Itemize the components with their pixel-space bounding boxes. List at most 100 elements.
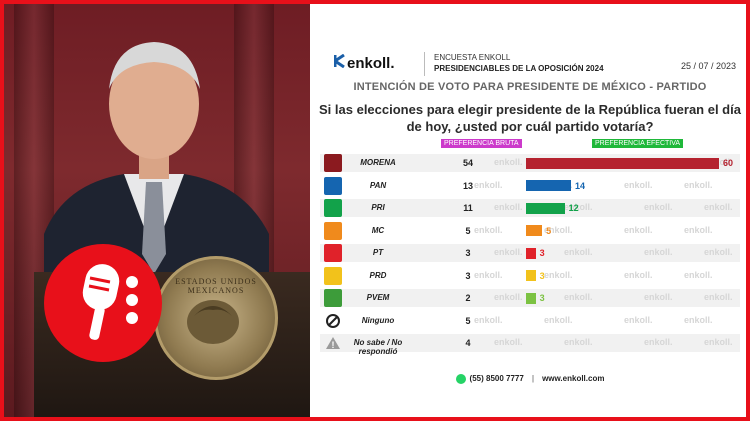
survey-date: 25 / 07 / 2023 — [680, 61, 736, 71]
bruta-value-label: 54 — [462, 158, 473, 168]
watermark-text: enkoll. — [564, 292, 593, 302]
watermark-text: enkoll. — [644, 247, 673, 257]
watermark-text: enkoll. — [624, 179, 653, 190]
watermark-text: enkoll. — [544, 314, 573, 325]
watermark-text: enkoll. — [684, 224, 713, 235]
efectiva-bar — [526, 225, 543, 236]
morena-logo — [324, 154, 342, 172]
efectiva-bar — [526, 247, 536, 259]
efectiva-value-label: 60 — [723, 158, 734, 168]
watermark-text: enkoll. — [644, 337, 673, 347]
bruta-value-label: 13 — [462, 180, 473, 191]
prd-logo — [324, 266, 342, 285]
watermark-text: enkoll. — [544, 224, 573, 235]
category-label: MORENA — [360, 158, 396, 167]
watermark-text: enkoll. — [704, 337, 733, 347]
efectiva-value-label: 3 — [539, 270, 545, 281]
efectiva-bar — [526, 180, 572, 191]
category-label: MC — [371, 225, 385, 235]
legend-efectiva: PREFERENCIA EFECTIVA — [592, 139, 684, 148]
chart-area: enkoll.enkoll.enkoll.enkoll.MORENA5460en… — [314, 152, 746, 362]
bruta-value-label: 3 — [465, 248, 471, 258]
whatsapp-icon — [455, 374, 466, 384]
enkoll-logo: enkoll. — [333, 53, 395, 72]
footer-separator: | — [531, 374, 535, 384]
efectiva-value-label: 3 — [539, 293, 545, 303]
bruta-value-label: 2 — [465, 293, 471, 303]
efectiva-bar — [526, 157, 719, 169]
category-label: PVEM — [366, 293, 390, 302]
watermark-text: enkoll. — [494, 247, 523, 257]
watermark-text: enkoll. — [474, 269, 503, 280]
watermark-text: enkoll. — [624, 224, 653, 235]
efectiva-value-label: 12 — [568, 203, 579, 213]
watermark-text: enkoll. — [684, 179, 713, 190]
watermark-text: enkoll. — [564, 202, 593, 212]
no-icon — [324, 312, 342, 330]
watermark-text: enkoll. — [474, 224, 503, 235]
svg-text:!: ! — [332, 340, 335, 350]
efectiva-bar — [526, 202, 565, 214]
watermark-text: enkoll. — [624, 314, 653, 325]
watermark-text: enkoll. — [684, 314, 713, 325]
watermark-text: enkoll. — [474, 314, 503, 325]
chart-title: INTENCIÓN DE VOTO PARA PRESIDENTE DE MÉX… — [353, 81, 707, 93]
pt-logo — [324, 244, 342, 262]
category-label: Ninguno — [361, 315, 395, 325]
efectiva-value-label: 5 — [546, 225, 552, 236]
watermark-text: enkoll. — [644, 202, 673, 212]
bruta-value-label: 3 — [465, 270, 471, 281]
header-divider — [424, 52, 425, 76]
pri-logo — [324, 199, 342, 217]
category-label: PAN — [369, 180, 387, 190]
watermark-text: enkoll. — [684, 269, 713, 280]
bruta-value-label: 4 — [465, 338, 471, 348]
bruta-value-label: 5 — [465, 315, 471, 326]
legend-bruta: PREFERENCIA BRUTA — [441, 139, 522, 148]
chart-row-bg — [320, 334, 740, 352]
watermark-text: enkoll. — [494, 292, 523, 302]
chart-row-bg — [320, 311, 740, 330]
mexico-seal: ESTADOS UNIDOS MEXICANOS — [154, 256, 278, 380]
bruta-value-label: 5 — [465, 225, 471, 236]
category-label: PRI — [371, 203, 385, 212]
footer-url[interactable]: www.enkoll.com — [542, 374, 605, 384]
poll-panel: enkoll. ENCUESTA ENKOLL PRESIDENCIABLES … — [314, 4, 746, 417]
footer-phone: (55) 8500 7777 — [469, 374, 524, 384]
watermark-text: enkoll. — [704, 202, 733, 212]
watermark-text: enkoll. — [704, 292, 733, 302]
pvem-logo — [324, 289, 342, 307]
watermark-text: enkoll. — [704, 247, 733, 257]
survey-name: ENCUESTA ENKOLL — [434, 53, 511, 62]
microphone-icon — [82, 264, 138, 340]
category-label: PT — [372, 248, 384, 257]
pan-logo — [324, 176, 342, 195]
watermark-text: enkoll. — [564, 337, 593, 347]
eagle-emblem — [187, 300, 239, 344]
category-label: No sabe / No respondió — [353, 338, 403, 356]
watermark-text: enkoll. — [474, 179, 503, 190]
enkoll-logo-icon — [333, 53, 346, 69]
survey-subtitle: PRESIDENCIABLES DE LA OPOSICIÓN 2024 — [434, 64, 604, 73]
watermark-text: enkoll. — [494, 202, 523, 212]
watermark-text: enkoll. — [544, 269, 573, 280]
seal-text: ESTADOS UNIDOS MEXICANOS — [175, 277, 257, 295]
footer: (55) 8500 7777 | www.enkoll.com — [314, 374, 746, 384]
chart-question: Si las elecciones para elegir presidente… — [319, 102, 741, 134]
efectiva-bar — [526, 292, 536, 304]
efectiva-bar — [526, 270, 536, 281]
efectiva-value-label: 3 — [539, 248, 545, 258]
watermark-text: enkoll. — [494, 157, 523, 167]
bruta-value-label: 11 — [463, 203, 473, 213]
efectiva-value-label: 14 — [575, 180, 586, 191]
watermark-text: enkoll. — [624, 269, 653, 280]
warning-icon: ! — [324, 334, 342, 352]
category-label: PRD — [369, 270, 387, 280]
speaker-photo: ESTADOS UNIDOS MEXICANOS — [4, 4, 310, 417]
watermark-text: enkoll. — [564, 247, 593, 257]
podcast-badge — [44, 244, 162, 362]
watermark-text: enkoll. — [644, 292, 673, 302]
logo-text: enkoll. — [347, 55, 395, 72]
mc-logo — [324, 221, 342, 240]
